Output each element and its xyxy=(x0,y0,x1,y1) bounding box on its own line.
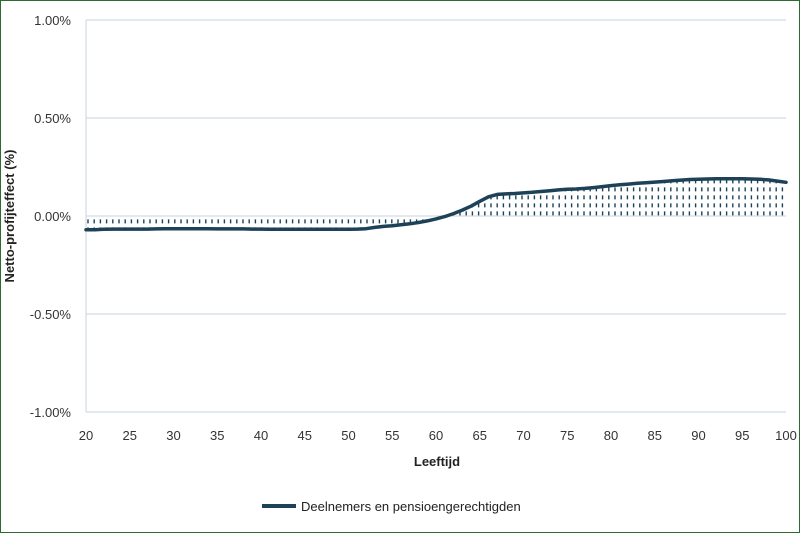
y-tick-label: -0.50% xyxy=(30,307,72,322)
x-tick-label: 65 xyxy=(473,428,487,443)
x-tick-label: 85 xyxy=(648,428,662,443)
x-tick-label: 50 xyxy=(341,428,355,443)
x-tick-label: 70 xyxy=(516,428,530,443)
x-tick-label: 80 xyxy=(604,428,618,443)
y-axis-title: Netto-profijteffect (%) xyxy=(2,150,17,283)
x-tick-label: 35 xyxy=(210,428,224,443)
y-tick-label: -1.00% xyxy=(30,405,72,420)
x-tick-label: 40 xyxy=(254,428,268,443)
legend: Deelnemers en pensioengerechtigden xyxy=(262,499,521,514)
x-tick-label: 55 xyxy=(385,428,399,443)
gridlines xyxy=(86,19,786,413)
x-tick-label: 95 xyxy=(735,428,749,443)
x-tick-label: 100 xyxy=(775,428,797,443)
series-line-deelnemers xyxy=(84,177,788,232)
x-axis-title: Leeftijd xyxy=(414,454,460,469)
x-tick-labels: 20 25 30 35 40 45 50 55 60 65 70 75 80 85 90 95 100 xyxy=(79,428,797,443)
x-tick-label: 90 xyxy=(691,428,705,443)
y-tick-label: 0.00% xyxy=(34,209,71,224)
x-tick-label: 20 xyxy=(79,428,93,443)
x-tick-label: 75 xyxy=(560,428,574,443)
y-tick-label: 1.00% xyxy=(34,13,71,28)
x-tick-label: 60 xyxy=(429,428,443,443)
series-layer xyxy=(84,177,788,232)
y-tick-label: 0.50% xyxy=(34,111,71,126)
x-tick-label: 30 xyxy=(166,428,180,443)
x-tick-label: 45 xyxy=(298,428,312,443)
x-tick-label: 25 xyxy=(123,428,137,443)
legend-label: Deelnemers en pensioengerechtigden xyxy=(301,499,521,514)
y-tick-labels: 1.00% 0.50% 0.00% -0.50% -1.00% xyxy=(30,13,72,420)
